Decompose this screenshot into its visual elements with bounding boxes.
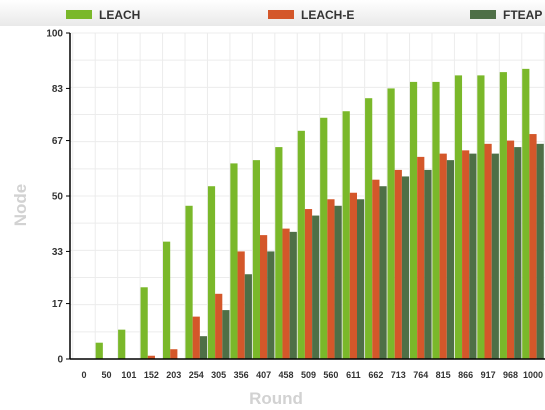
y-tick-label: 17 (52, 299, 64, 310)
bar-leach-e-764 (417, 156, 425, 359)
bar-leach-305 (207, 186, 216, 359)
bar-fteap-917 (491, 153, 499, 359)
bar-leach-356 (230, 163, 238, 359)
bar-leach-e-815 (439, 153, 447, 359)
y-tick-label: 33 (52, 247, 64, 258)
x-tick-label: 764 (413, 370, 428, 380)
bar-leach-458 (275, 147, 283, 359)
bar-leach-611 (342, 111, 350, 360)
x-tick-label: 968 (503, 370, 518, 380)
bar-leach-e-560 (327, 199, 335, 359)
bar-fteap-968 (514, 147, 522, 359)
bar-leach-e-305 (215, 293, 223, 359)
x-tick-label: 254 (189, 370, 204, 380)
legend: LEACH LEACH-E FTEAP (66, 8, 542, 22)
bar-leach-e-866 (462, 150, 470, 359)
x-tick-label: 917 (481, 370, 496, 380)
bar-fteap-1000 (536, 143, 544, 359)
bar-fteap-764 (424, 169, 432, 359)
bar-leach-e-968 (506, 140, 515, 359)
legend-swatch-leach-e (268, 10, 294, 19)
y-tick-label: 50 (52, 192, 64, 203)
bar-fteap-356 (244, 274, 252, 359)
x-tick-label: 458 (279, 370, 294, 380)
x-tick-label: 662 (368, 370, 383, 380)
y-tick-label: 83 (52, 84, 64, 95)
y-tick-label: 67 (52, 136, 64, 147)
y-axis-title: Node (11, 184, 30, 227)
bar-leach-101 (118, 329, 126, 359)
bar-leach-407 (252, 160, 260, 359)
x-tick-label: 101 (121, 370, 136, 380)
x-tick-label: 356 (234, 370, 249, 380)
bar-leach-662 (365, 98, 373, 359)
bar-leach-e-407 (260, 235, 268, 359)
x-tick-label: 152 (144, 370, 159, 380)
x-tick-label: 1000 (523, 370, 543, 380)
x-tick-label: 509 (301, 370, 316, 380)
y-tick-labels: 0 17 33 50 67 83 100 (46, 29, 70, 366)
legend-swatch-leach (66, 10, 92, 19)
bar-leach-917 (477, 75, 485, 359)
bars (95, 68, 544, 360)
legend-label-leach-e: LEACH-E (301, 8, 354, 22)
bar-fteap-815 (446, 160, 454, 359)
x-tick-label: 815 (436, 370, 451, 380)
bar-leach-1000 (522, 68, 530, 360)
bar-leach-e-203 (170, 349, 178, 359)
x-tick-label: 713 (391, 370, 406, 380)
bar-fteap-866 (469, 153, 477, 359)
x-tick-label: 611 (346, 370, 361, 380)
bar-leach-764 (409, 81, 418, 360)
x-tick-label: 50 (101, 370, 111, 380)
bar-leach-152 (140, 287, 148, 359)
legend-label-leach: LEACH (99, 8, 140, 22)
bar-leach-254 (185, 205, 193, 359)
bar-leach-e-713 (394, 169, 402, 359)
bar-leach-509 (297, 130, 305, 359)
x-tick-label: 560 (323, 370, 338, 380)
x-tick-label: 203 (166, 370, 181, 380)
bar-fteap-662 (379, 186, 387, 359)
bar-leach-e-458 (282, 228, 290, 359)
bar-leach-e-152 (147, 355, 155, 359)
bar-fteap-509 (312, 215, 320, 359)
y-tick-label: 0 (57, 355, 63, 366)
y-tick-label: 100 (46, 29, 63, 40)
bar-leach-e-662 (372, 179, 380, 359)
bar-fteap-254 (199, 336, 208, 359)
bar-leach-815 (432, 81, 440, 360)
bar-fteap-713 (401, 176, 410, 359)
legend-label-fteap: FTEAP (503, 8, 542, 22)
bar-leach-866 (454, 75, 463, 359)
bar-fteap-560 (334, 205, 342, 359)
x-tick-label: 0 (81, 370, 86, 380)
bar-leach-e-1000 (529, 134, 537, 359)
bar-leach-50 (95, 342, 103, 359)
bar-leach-e-611 (349, 192, 357, 359)
x-tick-label: 866 (458, 370, 473, 380)
bar-fteap-407 (267, 251, 275, 359)
bar-fteap-305 (222, 310, 230, 359)
legend-swatch-fteap (470, 10, 496, 19)
bar-leach-968 (499, 72, 507, 360)
bar-leach-e-356 (237, 251, 245, 359)
bar-fteap-611 (357, 199, 365, 359)
bar-leach-560 (320, 117, 328, 359)
x-axis-title: Round (249, 389, 303, 408)
x-tick-labels: 0 50 101 152 203 254 305 356 407 458 509 560 611 662 7… (81, 370, 543, 380)
bar-leach-203 (163, 241, 171, 359)
bar-leach-713 (387, 88, 395, 360)
x-tick-label: 407 (256, 370, 271, 380)
x-tick-label: 305 (211, 370, 226, 380)
bar-leach-e-917 (484, 143, 492, 359)
bar-leach-e-254 (192, 316, 200, 359)
bar-leach-e-509 (304, 209, 313, 359)
bar-fteap-458 (289, 231, 297, 359)
